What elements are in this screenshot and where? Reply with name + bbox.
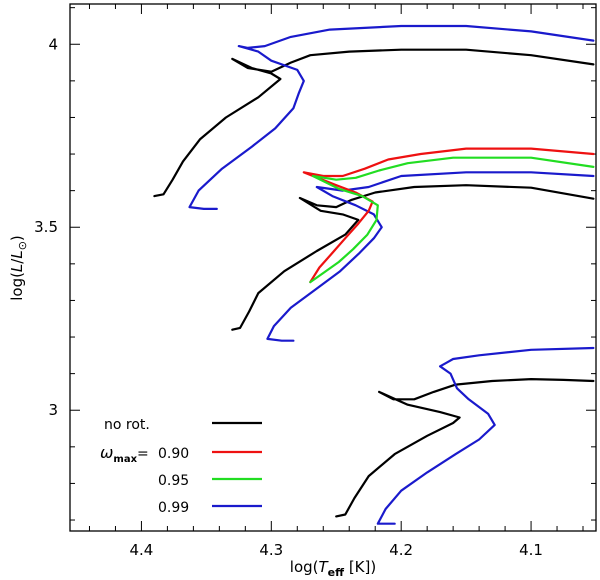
series-line (266, 171, 595, 342)
x-tick-label: 4.1 (519, 541, 543, 559)
series-group (153, 24, 595, 525)
legend-label-095: 0.95 (158, 473, 189, 489)
y-axis-label: log(L/L⊙) (8, 235, 29, 301)
x-tick-label: 4.2 (389, 541, 413, 559)
legend-label-no-rot: no rot. (104, 417, 150, 433)
y-tick-label: 3 (48, 401, 58, 419)
x-tick-labels: 4.4 4.3 4.2 4.1 (130, 541, 543, 559)
series-line (376, 346, 595, 525)
series-line (231, 184, 595, 331)
series-line (153, 48, 595, 198)
y-tick-labels: 33.54 (34, 35, 58, 419)
legend-label-090: 0.90 (158, 446, 189, 462)
y-tick-label: 4 (48, 35, 58, 53)
x-axis-label: log(Teff [K]) (290, 558, 376, 579)
series-line (309, 156, 595, 284)
x-tick-label: 4.3 (259, 541, 283, 559)
legend: no rot. ωmax= 0.90 0.95 0.99 (100, 417, 262, 516)
axis-ticks (70, 4, 596, 531)
y-tick-label: 3.5 (34, 218, 58, 236)
x-tick-label: 4.4 (130, 541, 154, 559)
legend-omega-prefix: ωmax= (100, 443, 149, 465)
series-line (335, 378, 595, 518)
series-line (188, 24, 595, 210)
legend-label-099: 0.99 (158, 500, 189, 516)
plot-frame (69, 3, 597, 532)
